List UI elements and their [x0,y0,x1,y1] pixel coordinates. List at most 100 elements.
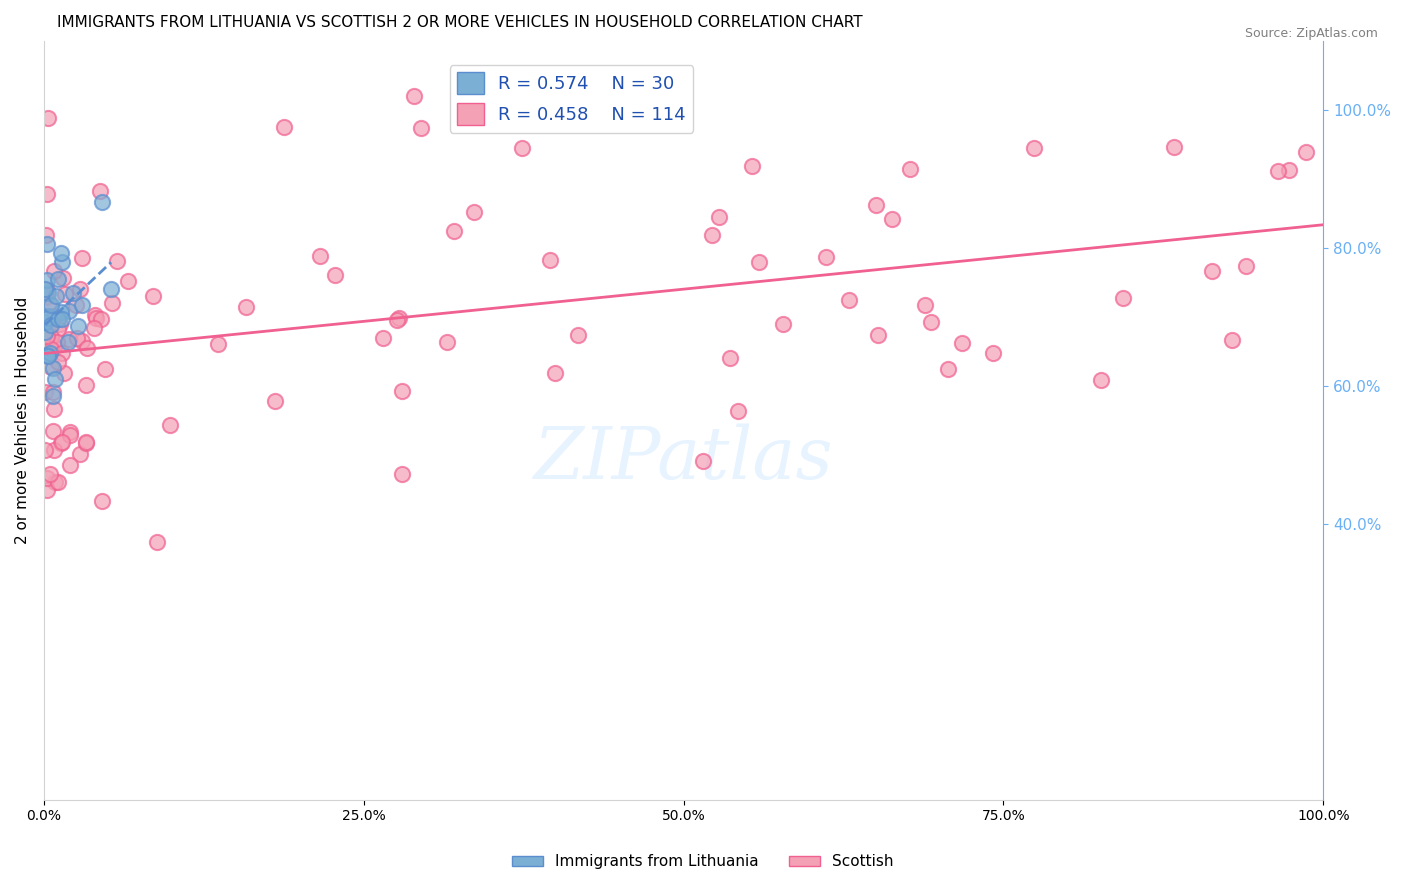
Point [1201,264,1223,278]
Point [35,273,58,287]
Point [42,402,65,417]
Point [100,282,122,296]
Point [39,360,62,375]
Point [59,425,82,439]
Point [1278,163,1301,178]
Point [37,347,59,361]
Point [838,293,860,307]
Point [34,286,56,301]
Point [920,315,942,329]
Point [37,471,59,485]
Point [46,355,69,369]
Point [936,362,959,376]
Point [58,458,80,472]
Point [443,224,465,238]
Point [308,249,330,263]
Point [486,110,509,124]
Point [707,210,730,224]
Point [46,475,69,489]
Point [44,310,66,324]
Point [37,329,59,343]
Point [34,315,56,329]
Point [436,334,458,349]
Point [105,253,128,268]
Point [37,309,59,323]
Point [1220,334,1243,348]
Point [273,120,295,134]
Point [49,246,72,260]
Point [402,89,425,103]
Point [90,311,112,326]
Point [235,301,257,315]
Point [692,453,714,467]
Point [35,290,58,304]
Point [1022,141,1045,155]
Point [34,443,56,458]
Point [37,349,59,363]
Point [42,264,65,278]
Text: IMMIGRANTS FROM LITHUANIA VS SCOTTISH 2 OR MORE VEHICLES IN HOUSEHOLD CORRELATIO: IMMIGRANTS FROM LITHUANIA VS SCOTTISH 2 … [56,15,862,30]
Text: ZIPatlas: ZIPatlas [534,423,834,493]
Point [51,346,73,360]
Point [83,308,105,322]
Point [75,434,97,449]
Point [981,345,1004,359]
Y-axis label: 2 or more Vehicles in Household: 2 or more Vehicles in Household [15,297,30,544]
Point [538,253,561,268]
Point [39,318,62,333]
Point [567,327,589,342]
Point [90,494,112,508]
Point [37,236,59,251]
Point [146,534,169,549]
Point [815,250,838,264]
Point [391,384,413,398]
Point [1234,259,1257,273]
Point [914,298,936,312]
Point [702,228,724,243]
Point [880,212,903,227]
Text: Source: ZipAtlas.com: Source: ZipAtlas.com [1244,27,1378,40]
Point [373,331,395,345]
Point [38,296,60,310]
Point [42,424,65,438]
Point [83,320,105,334]
Point [51,305,73,319]
Point [89,184,111,198]
Point [741,159,763,173]
Point [69,282,91,296]
Point [58,332,80,346]
Point [51,435,73,450]
Legend: R = 0.574    N = 30, R = 0.458    N = 114: R = 0.574 N = 30, R = 0.458 N = 114 [450,65,693,133]
Point [1267,164,1289,178]
Point [46,271,69,285]
Point [748,255,770,269]
Point [898,161,921,176]
Point [39,346,62,360]
Point [35,483,58,498]
Point [39,298,62,312]
Point [34,282,56,296]
Point [51,254,73,268]
Point [72,298,94,312]
Point [391,467,413,481]
Point [39,467,62,481]
Point [388,311,411,326]
Point [94,362,117,376]
Point [59,428,82,442]
Point [34,325,56,339]
Point [1090,373,1112,387]
Point [142,289,165,303]
Point [44,338,66,352]
Point [42,340,65,354]
Point [51,435,73,450]
Point [37,112,59,126]
Point [56,335,79,350]
Point [117,273,139,287]
Point [44,372,66,386]
Point [46,322,69,336]
Point [67,318,90,333]
Point [70,251,93,265]
Point [512,141,534,155]
Point [75,377,97,392]
Point [1295,145,1317,160]
